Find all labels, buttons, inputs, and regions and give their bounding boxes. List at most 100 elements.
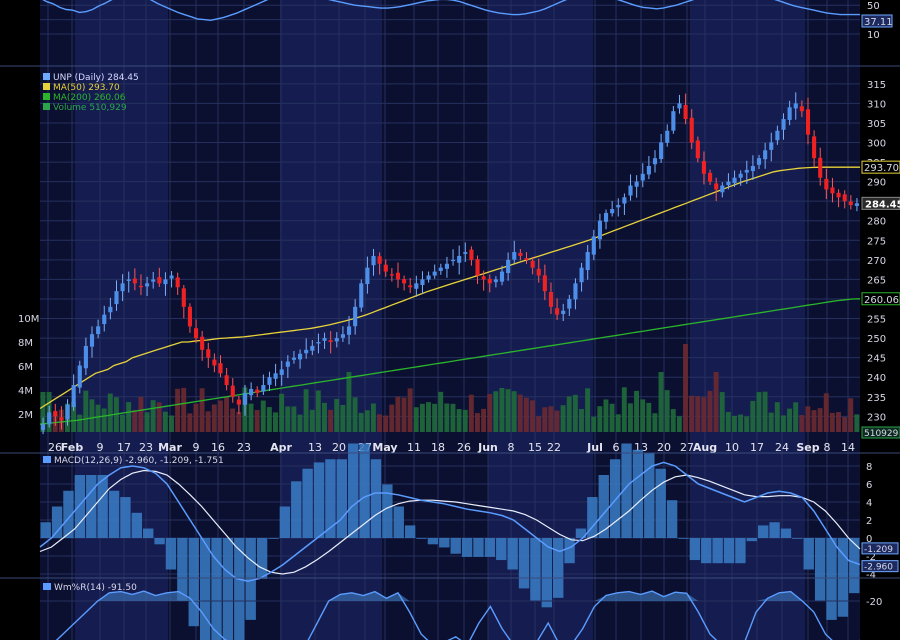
macd-value-label: -2.960 — [864, 563, 893, 573]
date-tick-label: 9 — [193, 441, 200, 454]
macd-histogram-bar — [211, 538, 222, 640]
price-tick-label: 310 — [867, 99, 886, 110]
macd-histogram-bar — [723, 538, 735, 564]
macd-histogram-bar — [712, 538, 723, 564]
volume-bars — [40, 344, 860, 432]
candle-body — [457, 255, 462, 263]
candle-body — [854, 203, 859, 206]
volume-bar — [456, 409, 462, 432]
macd-histogram-bar — [279, 506, 291, 538]
legend-swatch — [43, 93, 50, 100]
volume-bar — [627, 403, 633, 432]
candle-body — [279, 369, 284, 375]
volume-bar — [187, 413, 193, 432]
month-band — [280, 0, 382, 640]
volume-bar — [217, 400, 223, 432]
volume-bar — [707, 390, 713, 432]
rsi-panel: 50301037.11 — [40, 0, 893, 41]
volume-bar — [683, 344, 688, 432]
macd-tick-label: 0 — [866, 534, 872, 545]
volume-bar — [395, 396, 401, 432]
candle-body — [41, 424, 46, 431]
candle-body — [567, 298, 572, 309]
candle-body — [701, 161, 707, 174]
candle-body — [83, 345, 88, 369]
volume-bar — [481, 408, 487, 432]
candle-body — [487, 278, 492, 284]
volume-bar — [315, 390, 321, 432]
candle-body — [242, 392, 248, 405]
candle-body — [512, 252, 517, 260]
price-tick-label: 280 — [867, 217, 886, 228]
volume-bar — [248, 403, 254, 432]
candle-body — [763, 150, 768, 160]
volume-bar — [89, 399, 95, 432]
candle-body — [720, 185, 725, 193]
volume-bar — [585, 388, 591, 432]
candle-body — [389, 274, 394, 276]
volume-bar — [505, 389, 511, 432]
volume-bar — [144, 412, 150, 432]
candle-body — [695, 140, 700, 159]
volume-bar — [738, 414, 744, 432]
candle-body — [640, 173, 645, 181]
date-tick-label: Feb — [61, 441, 84, 454]
volume-bar — [713, 372, 719, 432]
candle-body — [353, 306, 358, 327]
macd-tick-label: 4 — [866, 498, 872, 509]
candle-body — [420, 279, 425, 286]
legend-entry: Volume 510,929 — [53, 103, 127, 113]
macd-histogram-bar — [143, 528, 154, 538]
candle-body — [750, 165, 755, 172]
macd-histogram-bar — [689, 538, 701, 561]
volume-bar — [695, 396, 701, 432]
candle-body — [59, 417, 64, 421]
volume-bar — [101, 408, 107, 432]
volume-bar — [426, 402, 431, 432]
date-tick-label: 16 — [211, 441, 225, 454]
price-tick-label: 300 — [867, 139, 886, 150]
macd-histogram-bar — [666, 500, 678, 538]
date-tick-label: 23 — [139, 441, 153, 454]
macd-histogram-bar — [108, 490, 120, 538]
candle-body — [138, 285, 144, 288]
macd-histogram-bar — [837, 538, 849, 617]
candle-body — [432, 271, 437, 276]
volume-bar — [487, 394, 493, 432]
volume-bar — [389, 404, 395, 432]
macd-histogram-bar — [291, 481, 302, 538]
volume-bar — [162, 411, 168, 432]
volume-bar — [676, 416, 682, 432]
macd-histogram-bar — [655, 468, 666, 538]
candle-body — [383, 264, 388, 272]
volume-bar — [328, 409, 334, 432]
candle-body — [157, 277, 162, 284]
candle-body — [249, 388, 254, 396]
candle-body — [542, 275, 547, 292]
candle-body — [102, 314, 107, 325]
candle-body — [322, 338, 327, 341]
candle-body — [175, 277, 180, 288]
volume-value-box — [861, 426, 900, 439]
macd-histogram-bar — [97, 475, 108, 538]
macd-histogram-bar — [63, 490, 74, 538]
candle-body — [603, 212, 609, 222]
candle-body — [291, 357, 297, 360]
macd-histogram-bar — [678, 538, 689, 539]
macd-histogram-bar — [507, 538, 518, 570]
candle-body — [824, 178, 829, 190]
candle-body — [377, 256, 382, 264]
volume-bar — [279, 393, 285, 432]
macd-line — [39, 461, 861, 582]
volume-tick-label: 4M — [18, 386, 33, 397]
volume-bar — [842, 416, 848, 432]
macd-histogram-bar — [826, 538, 837, 620]
volume-bar — [199, 388, 205, 432]
candle-body — [255, 389, 260, 393]
macd-histogram-bar — [359, 443, 370, 538]
date-tick-label: Jun — [477, 441, 498, 454]
volume-bar — [260, 400, 266, 432]
candle-body — [775, 130, 780, 141]
macd-tick-label: 2 — [866, 516, 872, 527]
volume-bar — [383, 415, 389, 432]
